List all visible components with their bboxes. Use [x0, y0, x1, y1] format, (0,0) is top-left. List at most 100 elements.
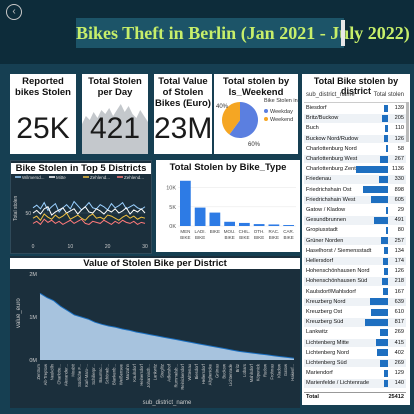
data-label: 40%: [216, 104, 229, 110]
category-label: Südliche F...: [77, 364, 82, 387]
category-label: Hakenf...: [290, 364, 295, 381]
value-cell: 129: [394, 370, 404, 377]
data-label: 60%: [248, 142, 261, 148]
category-label: BIKE: [254, 235, 264, 240]
category-label: Moabit: [70, 363, 75, 376]
bar: [194, 207, 206, 226]
page-title: Bikes Theft in Berlin (Jan 2021 - July 2…: [76, 18, 410, 48]
column-header[interactable]: Total stolen: [373, 92, 404, 98]
table-row[interactable]: Gropiusstadt 80: [304, 226, 406, 235]
value-cell: 269: [394, 329, 404, 336]
category-label: Alexander...: [63, 364, 68, 386]
value-bar: [383, 288, 388, 296]
table-row[interactable]: Mariendorf 129: [304, 369, 406, 377]
bar: [283, 225, 294, 226]
table-row[interactable]: Hellersdorf 174: [304, 257, 406, 266]
table-row[interactable]: Lichtenberg Mitte 415: [304, 338, 406, 347]
value-cell: 126: [394, 268, 404, 275]
value-cell: 610: [394, 309, 404, 315]
district-name: Charlottenburg West: [306, 156, 358, 162]
kpi-sparkline: [82, 104, 148, 154]
legend-label: Mitte: [56, 175, 66, 180]
table-row[interactable]: Gesundbrunnen 491: [304, 216, 406, 225]
legend-label: Zehlend...: [124, 175, 144, 180]
table-row[interactable]: Kreuzberg Süd 817: [304, 318, 406, 327]
table-row[interactable]: Lankwitz 269: [304, 328, 406, 337]
table-row[interactable]: Friedrichshain Ost 898: [304, 186, 406, 194]
category-label: Alt-Treptow: [43, 363, 48, 385]
district-name: Charlottenburg Nord: [306, 145, 357, 152]
category-label: Lichtenrade: [228, 363, 233, 386]
axis-label: sub_district_name: [143, 400, 192, 406]
category-label: MOU.: [224, 229, 236, 234]
table-row[interactable]: Charlottenburg West 267: [304, 155, 406, 164]
table-row[interactable]: Lichtenberg Süd 269: [304, 359, 406, 368]
district-name: Kaulsdorf/Mahlsdorf: [306, 288, 356, 295]
table-row[interactable]: Biesdorf 139: [304, 104, 406, 112]
table-row[interactable]: Hohenschönhausen Nord 126: [304, 267, 406, 275]
table-row[interactable]: Marienfelde / Lichtenrade 140: [304, 379, 406, 388]
table-row[interactable]: Kreuzberg Ost 610: [304, 308, 406, 316]
district-name: Lichtenberg Nord: [306, 349, 349, 356]
kpi-card-value: Total Value of Stolen Bikes (Euro) 23M: [154, 74, 212, 154]
table-row[interactable]: Kreuzberg Nord 639: [304, 297, 406, 307]
table-row[interactable]: Lichtenberg Nord 402: [304, 349, 406, 357]
table-row[interactable]: Buckow Nord/Rudow 126: [304, 134, 406, 143]
district-name: Lankwitz: [306, 329, 328, 336]
value-cell: 898: [394, 186, 404, 193]
back-arrow-icon[interactable]: ‹: [6, 4, 22, 20]
category-label: OTH.: [254, 229, 265, 234]
category-label: Grünau: [214, 363, 219, 378]
district-name: Kreuzberg Ost: [306, 309, 343, 315]
value-bar: [374, 216, 388, 224]
district-name: Lichtenberg Süd: [306, 360, 347, 366]
value-cell: 174: [394, 258, 404, 264]
district-name: Friedrichshain Ost: [306, 186, 352, 193]
value-bar: [384, 247, 388, 255]
chart-title: Value of Stolen Bike per District: [10, 258, 300, 269]
category-label: Frohnau: [269, 363, 274, 379]
category-label: Kladow: [276, 363, 281, 378]
table-row[interactable]: Charlottenburg Nord 58: [304, 145, 406, 153]
category-label: BIKE: [239, 235, 249, 240]
table-row[interactable]: Britz/Buckow 205: [304, 114, 406, 123]
kpi-value: 23M: [154, 112, 213, 145]
text-cursor: [341, 20, 345, 46]
table-row[interactable]: Gatow / Kladow 29: [304, 206, 406, 214]
value-bar: [381, 278, 388, 286]
table-row[interactable]: Grüner Norden 257: [304, 236, 406, 245]
value-bar: [370, 298, 388, 306]
value-cell: 58: [397, 145, 404, 152]
legend-label: Weekend: [270, 117, 293, 123]
value-cell: 639: [394, 298, 404, 305]
table-row[interactable]: Haselhorst / Siemensstadt 134: [304, 247, 406, 255]
value-bar: [365, 318, 388, 326]
category-label: Johannisth...: [146, 364, 151, 388]
district-name: Haselhorst / Siemensstadt: [306, 247, 372, 254]
category-label: Reinickendorf: [180, 363, 185, 389]
district-name: Britz/Buckow: [306, 115, 339, 122]
table-row[interactable]: Charlottenburg Zentrum 1136: [304, 165, 406, 173]
table-row[interactable]: Buch 110: [304, 124, 406, 133]
value-bar: [384, 135, 388, 143]
table-row[interactable]: Hohenschönhausen Süd 218: [304, 277, 406, 286]
pie-card: Total stolen by Is_Weekend 40% 60% Bike St…: [214, 74, 298, 154]
table-row[interactable]: Kaulsdorf/Mahlsdorf 167: [304, 288, 406, 296]
district-name: Friedenau: [306, 176, 332, 183]
value-bar: [384, 125, 388, 133]
category-label: Schöneb...: [105, 364, 110, 384]
value-bar: [384, 104, 388, 112]
table-row[interactable]: Friedrichshain West 605: [304, 195, 406, 205]
kpi-card-reported: Reported bikes Stolen 25K: [10, 74, 76, 154]
table-row[interactable]: Friedenau 330: [304, 175, 406, 184]
value-cell: 139: [394, 105, 404, 111]
table-scrollbar[interactable]: [406, 102, 409, 142]
value-bar: [380, 329, 388, 337]
value-bar: [380, 359, 388, 367]
category-label: Rummelsb...: [173, 364, 178, 388]
column-header[interactable]: sub_district_name: [306, 92, 355, 98]
pie-slice: [229, 102, 258, 138]
district-name: Hohenschönhausen Süd: [306, 278, 368, 285]
value-cell: 605: [394, 196, 404, 203]
